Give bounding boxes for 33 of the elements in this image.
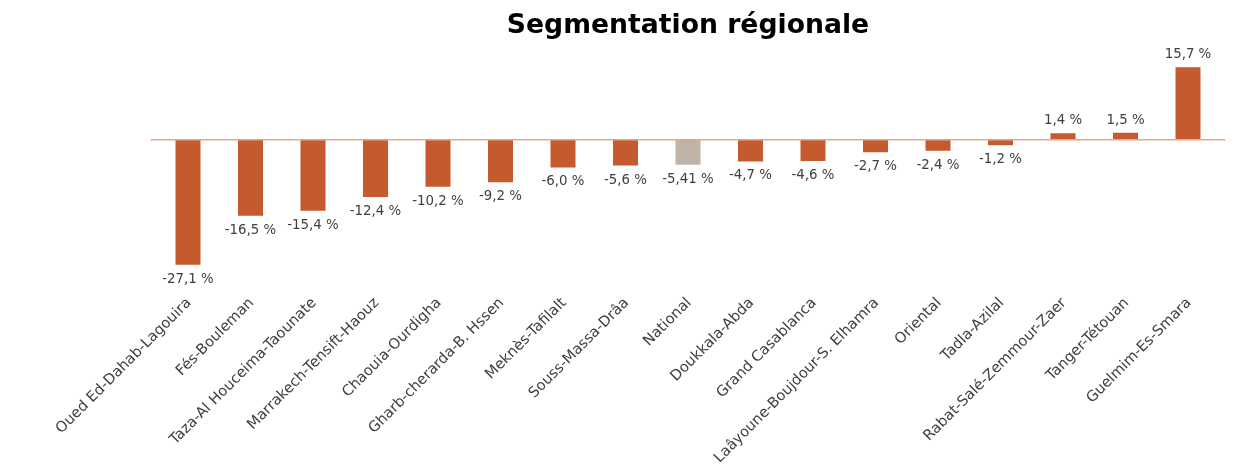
bar bbox=[988, 139, 1013, 146]
data-label: -6,0 % bbox=[541, 173, 585, 189]
data-label: -27,1 % bbox=[162, 270, 214, 286]
bar bbox=[550, 139, 576, 168]
bar bbox=[613, 139, 638, 166]
data-label: 1,4 % bbox=[1043, 112, 1083, 128]
bar bbox=[300, 139, 326, 211]
bar bbox=[238, 139, 263, 216]
bar bbox=[675, 139, 701, 165]
data-label: -16,5 % bbox=[224, 221, 277, 237]
data-label: -4,7 % bbox=[729, 167, 772, 183]
bar bbox=[488, 139, 513, 183]
bar bbox=[425, 139, 451, 187]
data-label: -10,2 % bbox=[412, 192, 464, 208]
data-label: -5,41 % bbox=[662, 170, 714, 186]
data-label: -9,2 % bbox=[479, 188, 522, 204]
data-label: -15,4 % bbox=[287, 216, 339, 232]
data-label: -1,2 % bbox=[979, 151, 1022, 167]
data-label: 1,5 % bbox=[1106, 111, 1145, 127]
bar bbox=[738, 139, 763, 162]
data-label: -5,6 % bbox=[604, 171, 647, 187]
bar bbox=[863, 139, 888, 153]
data-label: -12,4 % bbox=[349, 202, 402, 218]
bar bbox=[363, 139, 388, 197]
data-label: -2,7 % bbox=[854, 158, 897, 174]
chart-title: Segmentation régionale bbox=[506, 7, 870, 39]
bar bbox=[175, 139, 201, 265]
bar bbox=[800, 139, 826, 161]
data-label: 15,7 % bbox=[1164, 46, 1212, 62]
data-label: -2,4 % bbox=[916, 156, 960, 172]
bar bbox=[925, 139, 951, 151]
bar bbox=[1175, 67, 1201, 140]
data-label: -4,6 % bbox=[791, 166, 835, 182]
